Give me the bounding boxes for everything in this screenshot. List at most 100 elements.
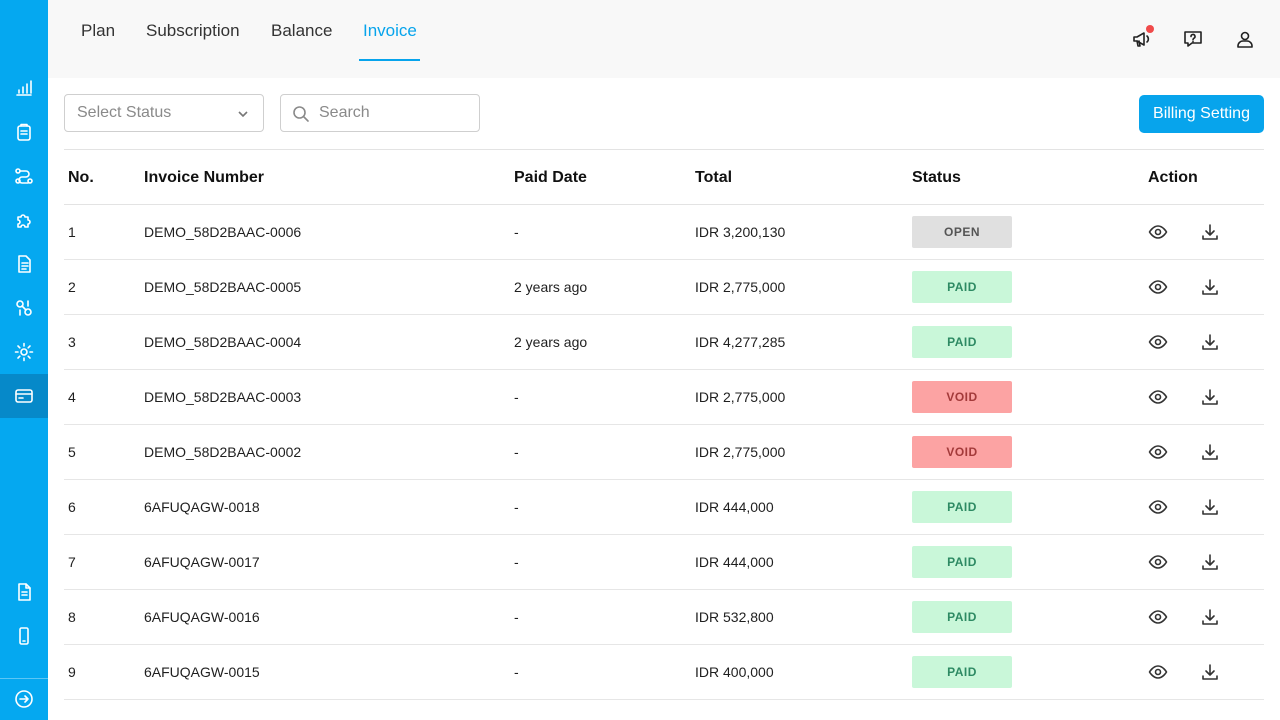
- status-badge: PAID: [912, 491, 1012, 523]
- status-select-placeholder: Select Status: [77, 104, 172, 121]
- row-number: 7: [68, 554, 76, 570]
- billing-setting-button[interactable]: Billing Setting: [1139, 95, 1264, 133]
- download-icon: [1202, 499, 1218, 515]
- sidebar-item-settings[interactable]: [0, 330, 48, 374]
- header-invoice-number: Invoice Number: [144, 168, 265, 186]
- tab-balance[interactable]: Balance: [271, 21, 333, 40]
- paid-date: -: [514, 444, 519, 460]
- tab-plan[interactable]: Plan: [81, 21, 116, 40]
- row-number: 1: [68, 224, 76, 240]
- top-bar: Plan Subscription Balance Invoice: [48, 0, 1280, 78]
- status-badge: PAID: [912, 546, 1012, 578]
- table-row: 6 6AFUQAGW-0018 - IDR 444,000 PAID: [64, 480, 1264, 535]
- row-number: 9: [68, 664, 76, 680]
- view-invoice-button[interactable]: [1146, 385, 1170, 409]
- help-button[interactable]: [1180, 26, 1206, 52]
- paid-date: -: [514, 389, 519, 405]
- download-icon: [1202, 609, 1218, 625]
- invoice-number: DEMO_58D2BAAC-0006: [144, 224, 302, 240]
- sidebar-item-integrations[interactable]: [0, 198, 48, 242]
- view-invoice-button[interactable]: [1146, 330, 1170, 354]
- download-icon: [1202, 389, 1218, 405]
- download-invoice-button[interactable]: [1198, 440, 1222, 464]
- invoice-number: 6AFUQAGW-0016: [144, 609, 260, 625]
- table-row: 3 DEMO_58D2BAAC-0004 2 years ago IDR 4,277,…: [64, 315, 1264, 370]
- smartphone-icon: [19, 627, 29, 645]
- table-row: 2 DEMO_58D2BAAC-0005 2 years ago IDR 2,775,…: [64, 260, 1264, 315]
- invoice-number: 6AFUQAGW-0015: [144, 664, 260, 680]
- invoice-total: IDR 2,775,000: [695, 389, 786, 405]
- sidebar-item-documents[interactable]: [0, 242, 48, 286]
- sidebar-item-analytics[interactable]: [0, 66, 48, 110]
- view-invoice-button[interactable]: [1146, 440, 1170, 464]
- row-number: 4: [68, 389, 76, 405]
- sidebar-item-flow[interactable]: [0, 154, 48, 198]
- download-invoice-button[interactable]: [1198, 220, 1222, 244]
- logout-icon: [15, 690, 33, 708]
- status-badge: PAID: [912, 271, 1012, 303]
- flow-icon: [15, 168, 33, 184]
- invoice-number: 6AFUQAGW-0018: [144, 499, 260, 515]
- download-icon: [1202, 554, 1218, 570]
- header-action: Action: [1148, 168, 1198, 186]
- status-badge: VOID: [912, 381, 1012, 413]
- paid-date: -: [514, 224, 519, 240]
- invoice-number: 6AFUQAGW-0017: [144, 554, 260, 570]
- paid-date: -: [514, 499, 519, 515]
- clipboard-icon: [17, 123, 31, 141]
- eye-icon: [1148, 555, 1168, 569]
- sidebar-item-mobile[interactable]: [0, 614, 48, 658]
- tab-subscription[interactable]: Subscription: [146, 21, 240, 40]
- sidebar-item-logout[interactable]: [0, 677, 48, 720]
- paid-date: -: [514, 554, 519, 570]
- table-row: 7 6AFUQAGW-0017 - IDR 444,000 PAID: [64, 535, 1264, 590]
- sidebar-item-transactions[interactable]: [0, 286, 48, 330]
- invoice-number: DEMO_58D2BAAC-0005: [144, 279, 302, 295]
- eye-icon: [1148, 500, 1168, 514]
- status-badge: VOID: [912, 436, 1012, 468]
- sidebar-item-reports[interactable]: [0, 570, 48, 614]
- status-badge: PAID: [912, 656, 1012, 688]
- invoice-table: No. Invoice Number Paid Date Total Statu…: [64, 149, 1264, 700]
- paid-date: -: [514, 609, 519, 625]
- download-invoice-button[interactable]: [1198, 550, 1222, 574]
- row-number: 3: [68, 334, 76, 350]
- table-row: 4 DEMO_58D2BAAC-0003 - IDR 2,775,000 VOID: [64, 370, 1264, 425]
- notification-dot: [1146, 25, 1154, 33]
- download-icon: [1202, 279, 1218, 295]
- invoice-number: DEMO_58D2BAAC-0004: [144, 334, 302, 350]
- sidebar-item-billing[interactable]: [0, 374, 48, 418]
- invoice-total: IDR 400,000: [695, 664, 774, 680]
- eye-icon: [1148, 335, 1168, 349]
- download-invoice-button[interactable]: [1198, 385, 1222, 409]
- invoice-number: DEMO_58D2BAAC-0003: [144, 389, 302, 405]
- view-invoice-button[interactable]: [1146, 220, 1170, 244]
- search-icon: [293, 106, 309, 122]
- sidebar-item-tasks[interactable]: [0, 110, 48, 154]
- download-invoice-button[interactable]: [1198, 495, 1222, 519]
- tab-invoice[interactable]: Invoice: [363, 21, 417, 40]
- view-invoice-button[interactable]: [1146, 550, 1170, 574]
- paid-date: 2 years ago: [514, 279, 588, 295]
- header-paid-date: Paid Date: [514, 168, 587, 186]
- download-invoice-button[interactable]: [1198, 275, 1222, 299]
- search-input[interactable]: [319, 95, 474, 131]
- view-invoice-button[interactable]: [1146, 660, 1170, 684]
- status-badge: PAID: [912, 601, 1012, 633]
- profile-button[interactable]: [1232, 26, 1258, 52]
- invoice-number: DEMO_58D2BAAC-0002: [144, 444, 302, 460]
- eye-icon: [1148, 390, 1168, 404]
- download-invoice-button[interactable]: [1198, 660, 1222, 684]
- view-invoice-button[interactable]: [1146, 495, 1170, 519]
- download-invoice-button[interactable]: [1198, 605, 1222, 629]
- download-invoice-button[interactable]: [1198, 330, 1222, 354]
- table-row: 8 6AFUQAGW-0016 - IDR 532,800 PAID: [64, 590, 1264, 645]
- status-select[interactable]: Select Status: [64, 94, 264, 132]
- view-invoice-button[interactable]: [1146, 605, 1170, 629]
- announcements-button[interactable]: [1129, 25, 1155, 52]
- row-number: 6: [68, 499, 76, 515]
- view-invoice-button[interactable]: [1146, 275, 1170, 299]
- header-total: Total: [695, 168, 733, 186]
- status-badge: PAID: [912, 326, 1012, 358]
- table-header: No. Invoice Number Paid Date Total Statu…: [64, 149, 1264, 205]
